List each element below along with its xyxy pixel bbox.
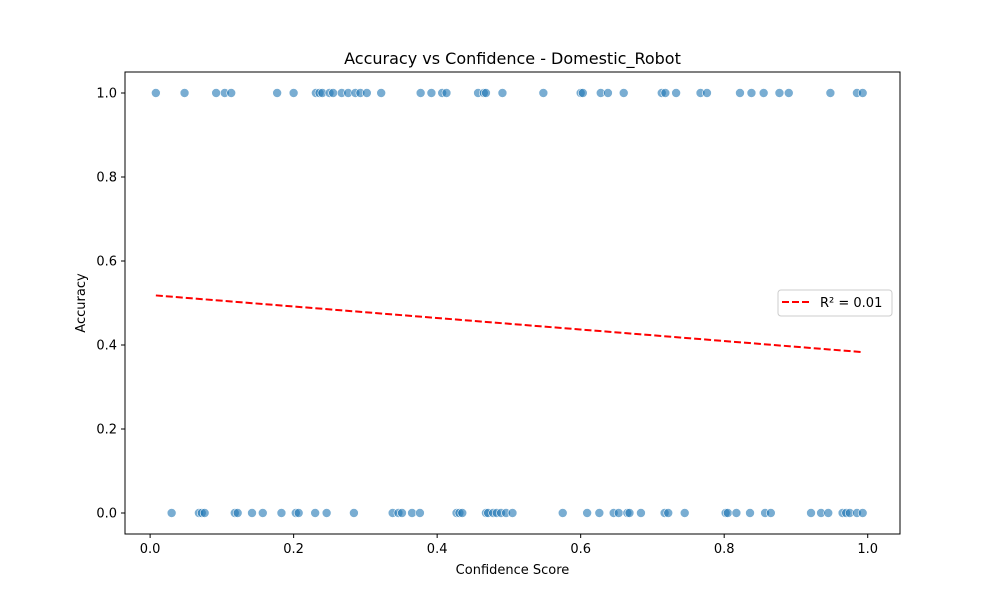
data-point — [702, 88, 712, 98]
data-point — [722, 508, 733, 518]
data-point — [497, 88, 508, 98]
trend-line-layer — [155, 294, 863, 354]
data-point — [457, 508, 468, 518]
data-point — [321, 508, 332, 518]
data-point — [582, 508, 592, 518]
x-tick-label: 1.0 — [857, 542, 878, 557]
data-point — [823, 508, 834, 518]
data-point — [272, 88, 282, 98]
data-point — [441, 88, 452, 98]
data-point — [151, 88, 161, 98]
y-tick-label: 0.4 — [96, 339, 117, 354]
y-tick-label: 0.0 — [96, 507, 117, 522]
y-tick-label: 1.0 — [96, 87, 117, 102]
data-point — [415, 508, 425, 518]
data-point — [613, 508, 624, 518]
y-tick-label: 0.2 — [96, 423, 117, 438]
x-tick-label: 0.6 — [570, 542, 591, 557]
data-point — [310, 508, 320, 518]
legend-box — [777, 289, 893, 317]
axes-frame — [124, 71, 901, 535]
data-point — [376, 88, 386, 98]
data-point — [362, 88, 372, 98]
data-point — [211, 88, 221, 98]
data-point — [349, 508, 359, 518]
data-point — [199, 508, 210, 518]
data-point — [731, 508, 742, 518]
data-point — [783, 88, 794, 98]
data-point — [857, 88, 868, 98]
data-point — [758, 88, 769, 98]
data-point — [557, 508, 568, 518]
legend: R² = 0.01 — [777, 289, 893, 317]
data-point — [663, 508, 674, 518]
y-tick-label: 0.8 — [96, 171, 117, 186]
data-point — [247, 508, 257, 518]
data-point — [293, 508, 304, 518]
data-point — [276, 508, 287, 518]
data-point — [257, 508, 268, 518]
data-point — [226, 88, 236, 98]
y-tick-label: 0.6 — [96, 255, 117, 270]
data-point — [806, 508, 816, 518]
y-axis-label: Accuracy — [74, 273, 89, 333]
plot-area — [124, 71, 901, 535]
data-point — [618, 88, 629, 98]
x-tick-label: 0.0 — [140, 542, 161, 557]
data-point — [328, 88, 338, 98]
data-point — [179, 88, 190, 98]
data-point — [746, 88, 757, 98]
data-point — [624, 508, 635, 518]
data-point — [825, 88, 836, 98]
x-axis-ticks: 0.0 0.2 0.4 0.6 0.8 1.0 — [140, 534, 878, 557]
data-point — [578, 88, 588, 98]
data-point — [603, 88, 613, 98]
data-point — [735, 88, 745, 98]
data-point — [594, 508, 605, 518]
x-tick-label: 0.8 — [714, 542, 735, 557]
data-point — [426, 88, 437, 98]
y-axis-ticks: 0.0 0.2 0.4 0.6 0.8 1.0 — [96, 87, 125, 522]
data-point — [636, 508, 646, 518]
data-point — [766, 508, 776, 518]
data-point — [166, 508, 177, 518]
data-point — [397, 508, 407, 518]
data-point — [415, 88, 426, 98]
legend-trend-label: R² = 0.01 — [820, 296, 882, 311]
data-point — [232, 508, 243, 518]
data-point — [774, 88, 785, 98]
data-points — [151, 88, 868, 518]
trend-line — [155, 294, 863, 354]
x-axis-label: Confidence Score — [456, 563, 570, 578]
x-tick-label: 0.4 — [427, 542, 448, 557]
data-point — [507, 508, 518, 518]
data-point — [660, 88, 671, 98]
data-point — [857, 508, 868, 518]
data-point — [538, 88, 549, 98]
x-tick-label: 0.2 — [283, 542, 304, 557]
data-point — [679, 508, 690, 518]
chart-title: Accuracy vs Confidence - Domestic_Robot — [344, 49, 681, 69]
data-point — [288, 88, 299, 98]
data-point — [671, 88, 681, 98]
data-point — [745, 508, 755, 518]
data-point — [481, 88, 491, 98]
